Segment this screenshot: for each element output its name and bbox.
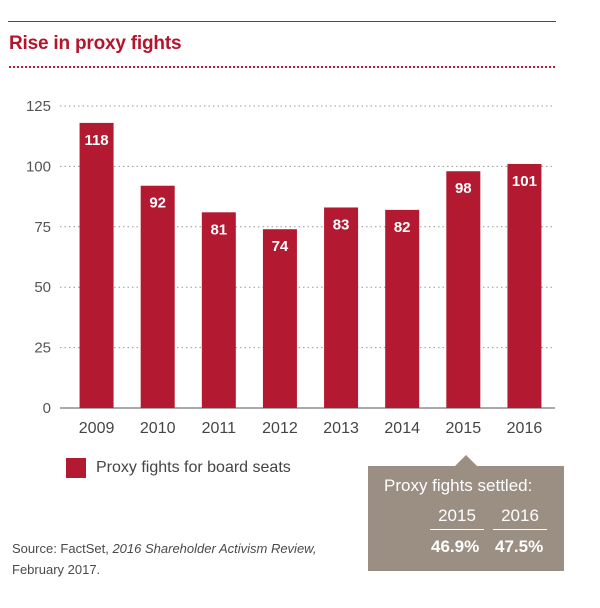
bar-2010 [140, 185, 175, 408]
settled-value-2016: 47.5% [495, 537, 544, 556]
x-tick-label-2009: 2009 [79, 420, 115, 437]
bar-2016 [507, 163, 542, 408]
legend: Proxy fights for board seats [66, 458, 291, 478]
settled-callout: Proxy fights settled: 2015 2016 46.9% 47… [368, 466, 564, 571]
x-tick-label-2015: 2015 [446, 420, 482, 437]
x-tick-label-2011: 2011 [202, 420, 237, 437]
legend-label: Proxy fights for board seats [96, 459, 291, 476]
legend-swatch [66, 458, 86, 478]
bar-2014 [385, 209, 420, 408]
bar-2012 [262, 229, 297, 408]
y-tick-label: 25 [34, 340, 51, 357]
y-tick-label: 75 [34, 219, 51, 236]
settled-box-pointer [455, 455, 477, 466]
bar-2013 [324, 207, 359, 408]
data-label-2009: 118 [84, 132, 108, 149]
data-label-2014: 82 [394, 219, 411, 236]
data-label-2015: 98 [455, 180, 472, 197]
x-tick-label-2012: 2012 [262, 420, 298, 437]
bars [79, 122, 542, 409]
top-rule [8, 21, 556, 22]
source-publication: 2016 Shareholder Activism Review, [112, 541, 317, 556]
y-axis-ticks: 0 25 50 75 100 125 [26, 98, 51, 417]
settled-year-2016: 2016 [493, 506, 547, 530]
x-tick-label-2014: 2014 [384, 420, 420, 437]
data-label-2016: 101 [512, 173, 537, 190]
data-labels: 118 92 81 74 83 82 98 101 [84, 132, 536, 255]
source-prefix: Source: FactSet, [12, 541, 109, 556]
bar-2015 [446, 171, 481, 408]
bar-2011 [201, 212, 236, 408]
settled-year-2015: 2015 [430, 506, 484, 530]
settled-value-2015: 46.9% [431, 537, 480, 556]
bar-chart: 0 25 50 75 100 125 118 92 81 74 83 82 98 101 2009 201… [26, 98, 555, 437]
x-tick-label-2010: 2010 [140, 420, 176, 437]
x-tick-label-2016: 2016 [507, 420, 543, 437]
data-label-2012: 74 [272, 238, 289, 255]
x-tick-label-2013: 2013 [323, 420, 359, 437]
y-tick-label: 50 [34, 279, 51, 296]
chart-title: Rise in proxy fights [9, 33, 182, 54]
source-note: Source: FactSet, 2016 Shareholder Activi… [12, 538, 316, 580]
data-label-2010: 92 [149, 195, 166, 212]
source-date: February 2017. [12, 562, 101, 577]
x-axis-ticks: 2009 2010 2011 2012 2013 2014 2015 2016 [79, 420, 543, 437]
data-label-2013: 83 [333, 216, 350, 233]
title-dotted-rule [9, 66, 555, 68]
gridlines [60, 105, 555, 409]
y-tick-label: 125 [26, 98, 51, 115]
bar-2009 [79, 122, 114, 409]
y-tick-label: 0 [43, 400, 51, 417]
settled-title: Proxy fights settled: [384, 476, 533, 495]
y-tick-label: 100 [26, 158, 51, 175]
data-label-2011: 81 [210, 221, 227, 238]
